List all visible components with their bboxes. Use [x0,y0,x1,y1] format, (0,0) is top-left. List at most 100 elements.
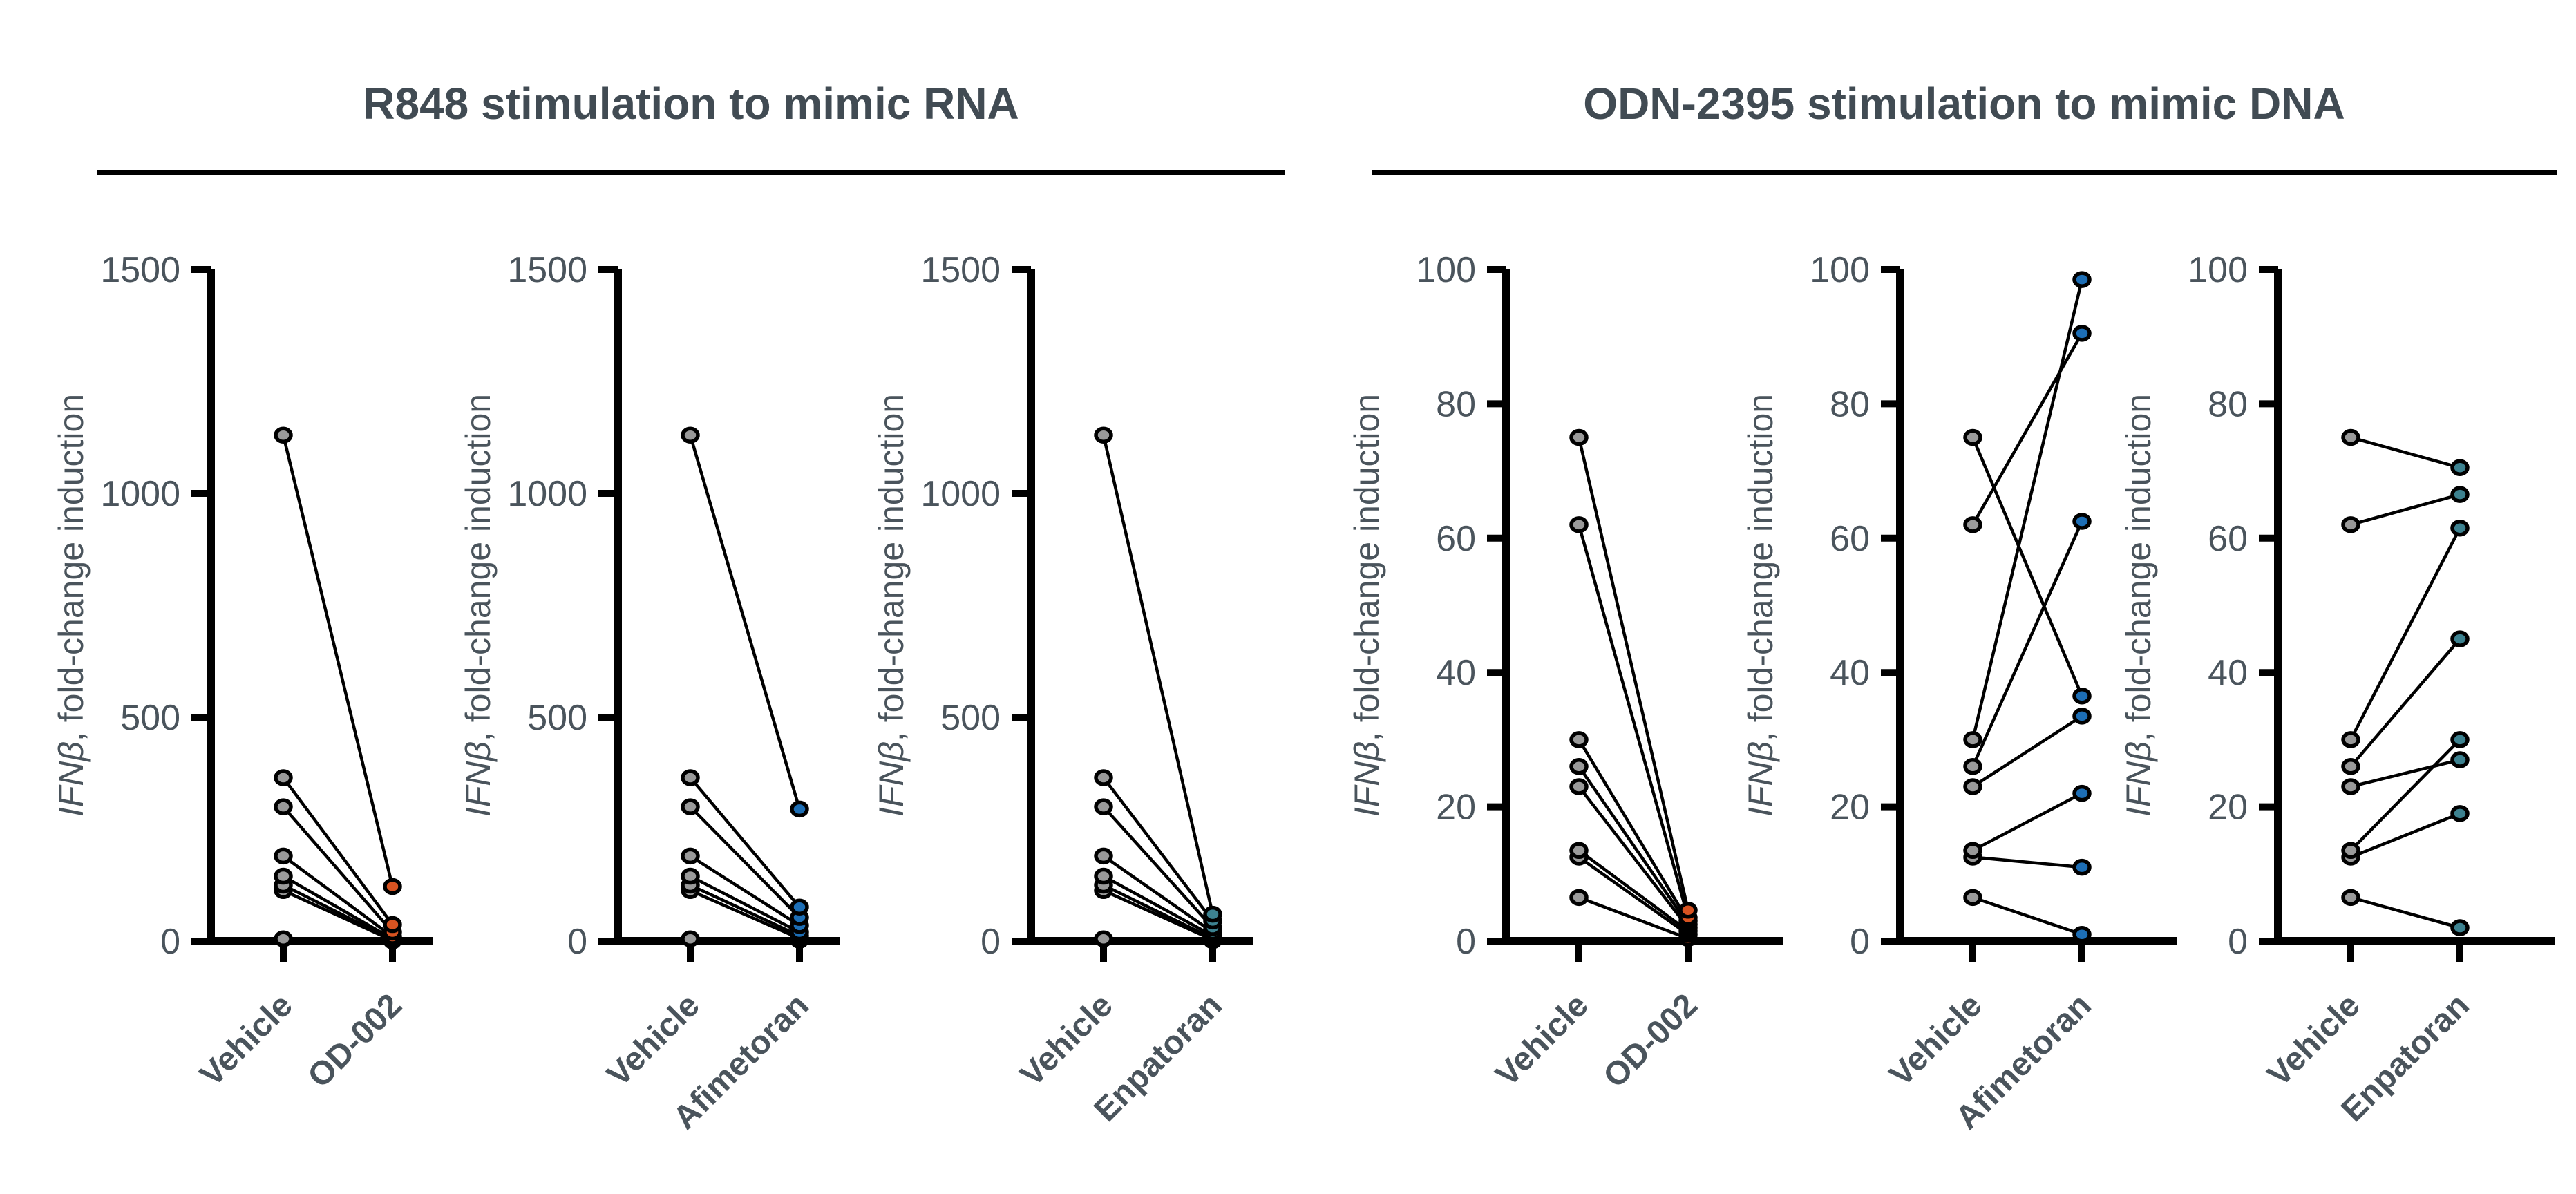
pair-line [1103,883,1213,940]
x-category-label-vehicle: Vehicle [2260,987,2367,1093]
pair-line [2350,758,2461,788]
vehicle-data-point [1569,731,1589,748]
pair-line [1971,714,2083,788]
x-category-label-od-002: OD-002 [301,987,408,1094]
pair-line [1972,855,2083,869]
y-tick-label: 0 [1850,922,1870,962]
y-tick-label: 20 [1830,788,1870,828]
pair-line [2349,738,2461,852]
group-title-rna: R848 stimulation to mimic RNA [363,79,1019,129]
group-title-dna: ODN-2395 stimulation to mimic DNA [1583,79,2345,129]
y-axis-title: IFNβ, fold-change induction [2119,394,2158,817]
vehicle-data-point [1569,889,1589,907]
vehicle-data-point [1963,778,1982,795]
pair-line [282,855,394,938]
y-axis-title: IFNβ, fold-change induction [52,394,91,817]
vehicle-data-point [681,930,700,948]
y-tick-label: 500 [940,698,1001,738]
vehicle-data-point [1569,842,1589,860]
pair-line [1577,524,1690,918]
vehicle-data-point [1963,758,1982,775]
pair-line [2349,638,2461,768]
pair-line [1578,896,1689,940]
enpatoran-data-point [2450,486,2470,503]
pair-line [1102,875,1214,938]
pair-line [1971,332,2083,526]
pair-line [1971,437,2084,697]
y-tick-label: 40 [1830,653,1870,693]
vehicle-data-point [1569,516,1589,533]
panel-vehicle-vs-od-002: 0 500 1000 1500 Vehicle OD-002 IFNβ, fold-chan… [52,250,433,1095]
afimetoran-data-point [790,898,809,916]
group-title-underline-dna [1372,170,2557,175]
vehicle-data-point [1963,889,1982,907]
vehicle-data-point [1094,930,1113,948]
y-tick-label: 40 [2208,653,2248,693]
y-tick-label: 1500 [507,250,587,290]
od-002-data-point [1678,902,1698,919]
pair-line [689,875,801,934]
afimetoran-data-point [2072,513,2092,530]
y-tick-label: 100 [1810,250,1870,290]
y-tick-label: 60 [1830,519,1870,559]
enpatoran-data-point [2450,731,2470,748]
vehicle-data-point [1963,731,1982,748]
vehicle-data-point [1094,426,1113,444]
vehicle-data-point [681,847,700,865]
pair-line [688,435,802,810]
vehicle-data-point [1963,428,1982,446]
vehicle-data-point [274,930,293,948]
pair-line [1972,896,2083,936]
od-002-data-point [383,878,402,896]
y-tick-label: 100 [2188,250,2248,290]
pair-line [1102,777,1214,922]
pair-line [1102,855,1214,934]
pair-line [2349,527,2461,741]
vehicle-data-point [1094,867,1113,885]
pair-line [283,889,393,942]
pair-line [2350,435,2461,469]
y-tick-label: 0 [567,922,587,962]
pair-line [281,435,395,887]
pair-line [2350,812,2461,859]
vehicle-data-point [274,769,293,786]
vehicle-data-point [681,798,700,815]
afimetoran-data-point [2072,858,2092,876]
afimetoran-data-point [2072,325,2092,342]
y-axis-title: IFNβ, fold-change induction [1741,394,1780,817]
pair-line [689,777,801,909]
vehicle-data-point [274,847,293,865]
vehicle-data-point [274,426,293,444]
vehicle-data-point [681,867,700,885]
od-002-data-point [383,916,402,934]
vehicle-data-point [2341,428,2360,446]
y-tick-label: 1000 [100,474,180,514]
afimetoran-data-point [2072,687,2092,705]
enpatoran-data-point [2450,751,2470,768]
y-tick-label: 80 [1830,384,1870,424]
pair-line [1577,437,1690,911]
pair-line [283,937,393,942]
pair-line [1103,937,1213,942]
vehicle-data-point [2341,842,2360,860]
y-axis-title: IFNβ, fold-change induction [1347,394,1386,817]
y-tick-label: 60 [2208,519,2248,559]
vehicle-data-point [2341,516,2360,533]
y-tick-label: 20 [1436,788,1476,828]
y-tick-label: 0 [2228,922,2248,962]
pair-line [1101,435,1215,915]
vehicle-data-point [1569,428,1589,446]
pair-line [2350,493,2461,527]
vehicle-data-point [1094,769,1113,786]
pair-line [690,937,800,942]
x-category-label-vehicle: Vehicle [193,987,299,1093]
x-category-label-vehicle: Vehicle [600,987,706,1093]
vehicle-data-point [681,426,700,444]
y-tick-label: 1500 [100,250,180,290]
group-title-underline-rna [97,170,1285,175]
vehicle-data-point [2341,778,2360,795]
pair-line [1103,889,1213,942]
